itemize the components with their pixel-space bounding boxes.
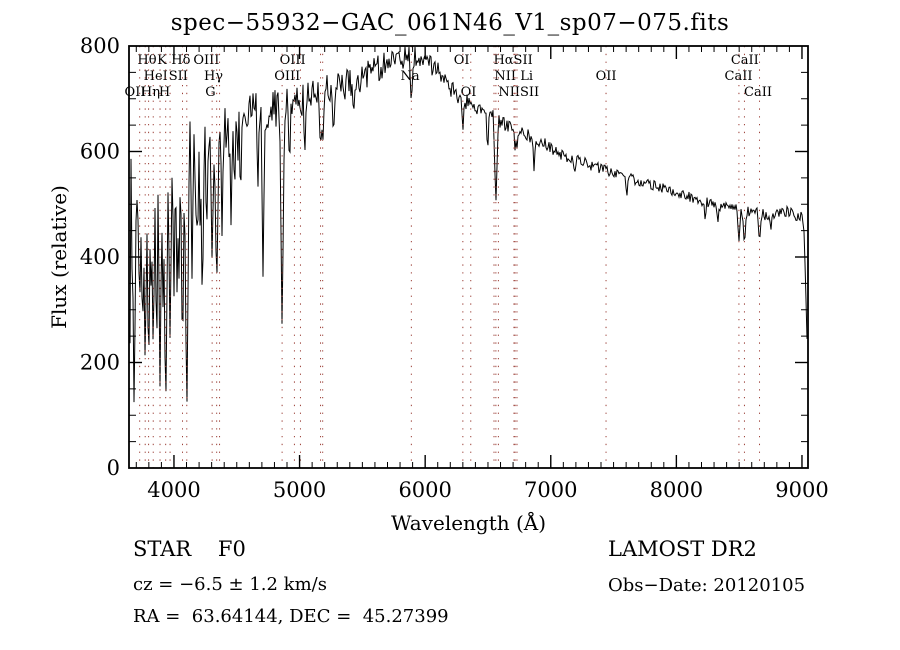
spectral-line-label: OIII: [280, 53, 306, 68]
spectral-line-label: HαSII: [493, 53, 532, 68]
x-tick-label: 7000: [524, 478, 577, 502]
object-class-label: STAR F0: [133, 537, 246, 561]
plot-frame: [128, 45, 809, 469]
spectral-line-label: CaII: [731, 53, 759, 68]
spectral-line-label: SII: [169, 69, 188, 84]
spectral-line-label: OII: [596, 69, 617, 84]
spectral-line-label: Hγ: [204, 69, 223, 84]
spectral-line-label: Hθ: [137, 53, 156, 68]
y-tick-label: 400: [80, 245, 120, 269]
spectral-line-label: OI: [454, 53, 470, 68]
y-axis-title: Flux (relative): [47, 185, 71, 329]
spectral-line-label: CaII: [725, 69, 753, 84]
x-tick-label: 6000: [398, 478, 451, 502]
spectral-line-label: Hδ: [171, 53, 190, 68]
spectral-line-label: CaII: [744, 85, 772, 100]
y-tick-label: 200: [80, 351, 120, 375]
ra-dec-value: RA = 63.64144, DEC = 45.27399: [133, 606, 449, 627]
x-tick-label: 4000: [147, 478, 200, 502]
cz-value: cz = −6.5 ± 1.2 km/s: [133, 574, 327, 595]
spectral-line-label: K: [157, 53, 167, 68]
y-tick-label: 600: [80, 140, 120, 164]
x-axis-title: Wavelength (Å): [391, 510, 546, 535]
spectral-line-label: OIII: [193, 53, 219, 68]
spectrum-trace: [129, 46, 808, 403]
y-tick-label: 0: [107, 456, 120, 480]
y-tick-label: 800: [80, 34, 120, 58]
spectral-line-label: H: [159, 85, 170, 100]
spectral-line-label: NIISII: [498, 85, 539, 100]
x-tick-label: 5000: [273, 478, 326, 502]
spectral-line-label: HeI: [144, 69, 168, 84]
spectral-line-label: G: [205, 85, 215, 100]
x-tick-label: 9000: [775, 478, 828, 502]
obs-date: Obs−Date: 20120105: [608, 575, 806, 596]
spectral-line-label: OI: [461, 85, 477, 100]
spectral-line-label: Hη: [141, 85, 160, 100]
spectral-line-label: NII Li: [494, 69, 533, 84]
x-tick-label: 8000: [650, 478, 703, 502]
survey-label: LAMOST DR2: [608, 537, 757, 561]
spectral-line-label: OIII: [274, 69, 300, 84]
plot-title: spec−55932−GAC_061N46_V1_sp07−075.fits: [170, 10, 730, 36]
